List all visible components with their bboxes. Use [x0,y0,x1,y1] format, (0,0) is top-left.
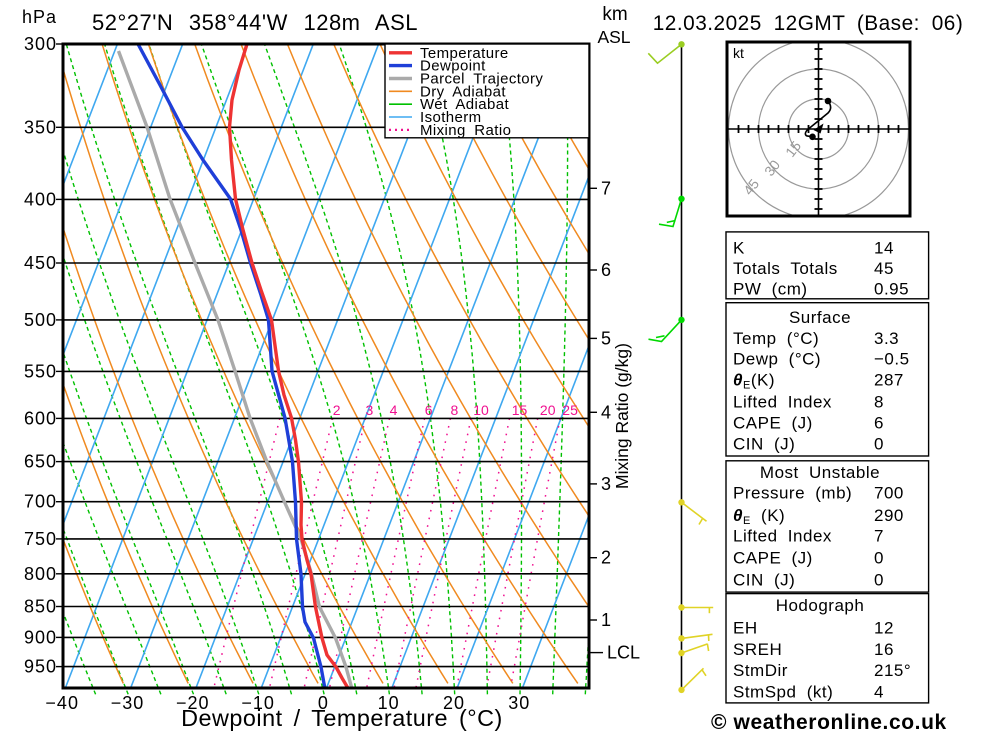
svg-text:10: 10 [378,693,400,713]
svg-text:300: 300 [24,34,57,54]
svg-text:15: 15 [512,402,528,418]
svg-text:12: 12 [874,619,894,638]
svg-text:CIN (J): CIN (J) [733,435,795,454]
svg-text:500: 500 [24,310,57,330]
svg-text:PW (cm): PW (cm) [733,280,808,299]
svg-text:LCL: LCL [607,643,640,663]
svg-text:kt: kt [733,45,744,61]
svg-text:8: 8 [451,402,459,418]
svg-text:Most Unstable: Most Unstable [760,463,880,482]
svg-text:215°: 215° [874,661,911,680]
svg-text:2: 2 [601,548,611,568]
svg-text:Mixing Ratio (g/kg): Mixing Ratio (g/kg) [612,343,632,489]
svg-text:7: 7 [601,178,611,198]
svg-text:−20: −20 [176,693,210,713]
svg-text:14: 14 [874,238,894,257]
svg-text:0: 0 [874,570,884,589]
svg-text:Totals Totals: Totals Totals [733,259,838,278]
svg-text:−10: −10 [241,693,275,713]
svg-text:600: 600 [24,408,57,428]
svg-text:0: 0 [874,548,884,567]
svg-text:Temperature: Temperature [420,45,509,62]
svg-text:K: K [733,238,745,257]
svg-text:© weatheronline.co.uk: © weatheronline.co.uk [711,711,947,733]
svg-text:Lifted Index: Lifted Index [733,392,832,411]
svg-text:0.95: 0.95 [874,280,909,299]
svg-text:3.3: 3.3 [874,329,899,348]
svg-text:Pressure (mb): Pressure (mb) [733,484,852,503]
svg-text:20: 20 [443,693,465,713]
svg-text:CIN (J): CIN (J) [733,570,795,589]
svg-text:400: 400 [24,189,57,209]
svg-text:25: 25 [562,402,578,418]
svg-text:Hodograph: Hodograph [776,596,865,615]
svg-text:−40: −40 [45,693,79,713]
svg-text:θE(K): θE(K) [733,371,775,392]
svg-text:30: 30 [508,693,530,713]
svg-text:750: 750 [24,529,57,549]
svg-text:900: 900 [24,627,57,647]
svg-text:Temp (°C): Temp (°C) [733,329,819,348]
svg-text:850: 850 [24,597,57,617]
svg-text:Dewpoint: Dewpoint [420,58,486,75]
svg-text:CAPE (J): CAPE (J) [733,548,813,567]
svg-text:950: 950 [24,657,57,677]
svg-text:20: 20 [540,402,556,418]
svg-text:4: 4 [390,402,398,418]
svg-text:CAPE (J): CAPE (J) [733,414,813,433]
svg-text:550: 550 [24,361,57,381]
svg-text:θE (K): θE (K) [733,506,785,527]
svg-text:StmSpd (kt): StmSpd (kt) [733,682,833,701]
svg-text:4: 4 [601,402,611,422]
svg-text:Parcel Trajectory: Parcel Trajectory [420,71,543,88]
svg-text:287: 287 [874,371,904,390]
svg-text:hPa: hPa [22,7,57,27]
svg-text:10: 10 [473,402,489,418]
svg-text:−0.5: −0.5 [874,350,910,369]
svg-text:3: 3 [601,474,611,494]
svg-text:350: 350 [24,117,57,137]
svg-text:EH: EH [733,619,758,638]
svg-text:290: 290 [874,506,904,525]
svg-text:−30: −30 [111,693,145,713]
svg-text:1: 1 [601,610,611,630]
svg-text:7: 7 [874,527,884,546]
svg-text:450: 450 [24,253,57,273]
svg-text:45: 45 [874,259,894,278]
svg-text:2: 2 [333,402,341,418]
svg-text:Lifted Index: Lifted Index [733,527,832,546]
svg-text:700: 700 [24,492,57,512]
svg-text:52°27'N 358°44'W 128m ASL: 52°27'N 358°44'W 128m ASL [92,10,418,35]
svg-text:800: 800 [24,564,57,584]
svg-text:6: 6 [874,414,884,433]
svg-text:ASL: ASL [597,27,630,47]
svg-text:Surface: Surface [789,308,851,327]
svg-text:700: 700 [874,484,904,503]
svg-text:km: km [602,4,627,25]
svg-text:6: 6 [425,402,433,418]
svg-text:SREH: SREH [733,640,782,659]
svg-text:650: 650 [24,452,57,472]
svg-text:Isotherm: Isotherm [420,109,482,126]
svg-text:StmDir: StmDir [733,661,788,680]
svg-text:Dewpoint / Temperature (°C): Dewpoint / Temperature (°C) [181,705,503,731]
svg-text:Dewp (°C): Dewp (°C) [733,350,821,369]
svg-text:8: 8 [874,392,884,411]
svg-text:3: 3 [366,402,374,418]
svg-text:16: 16 [874,640,894,659]
svg-text:Dry Adiabat: Dry Adiabat [420,83,506,100]
svg-text:4: 4 [874,682,884,701]
svg-text:Mixing Ratio: Mixing Ratio [420,122,511,139]
svg-text:12.03.2025 12GMT (Base: 06): 12.03.2025 12GMT (Base: 06) [653,12,964,35]
svg-text:0: 0 [874,435,884,454]
svg-text:6: 6 [601,260,611,280]
svg-text:0: 0 [318,693,329,713]
svg-text:5: 5 [601,328,611,348]
svg-text:Wet Adiabat: Wet Adiabat [420,96,509,113]
